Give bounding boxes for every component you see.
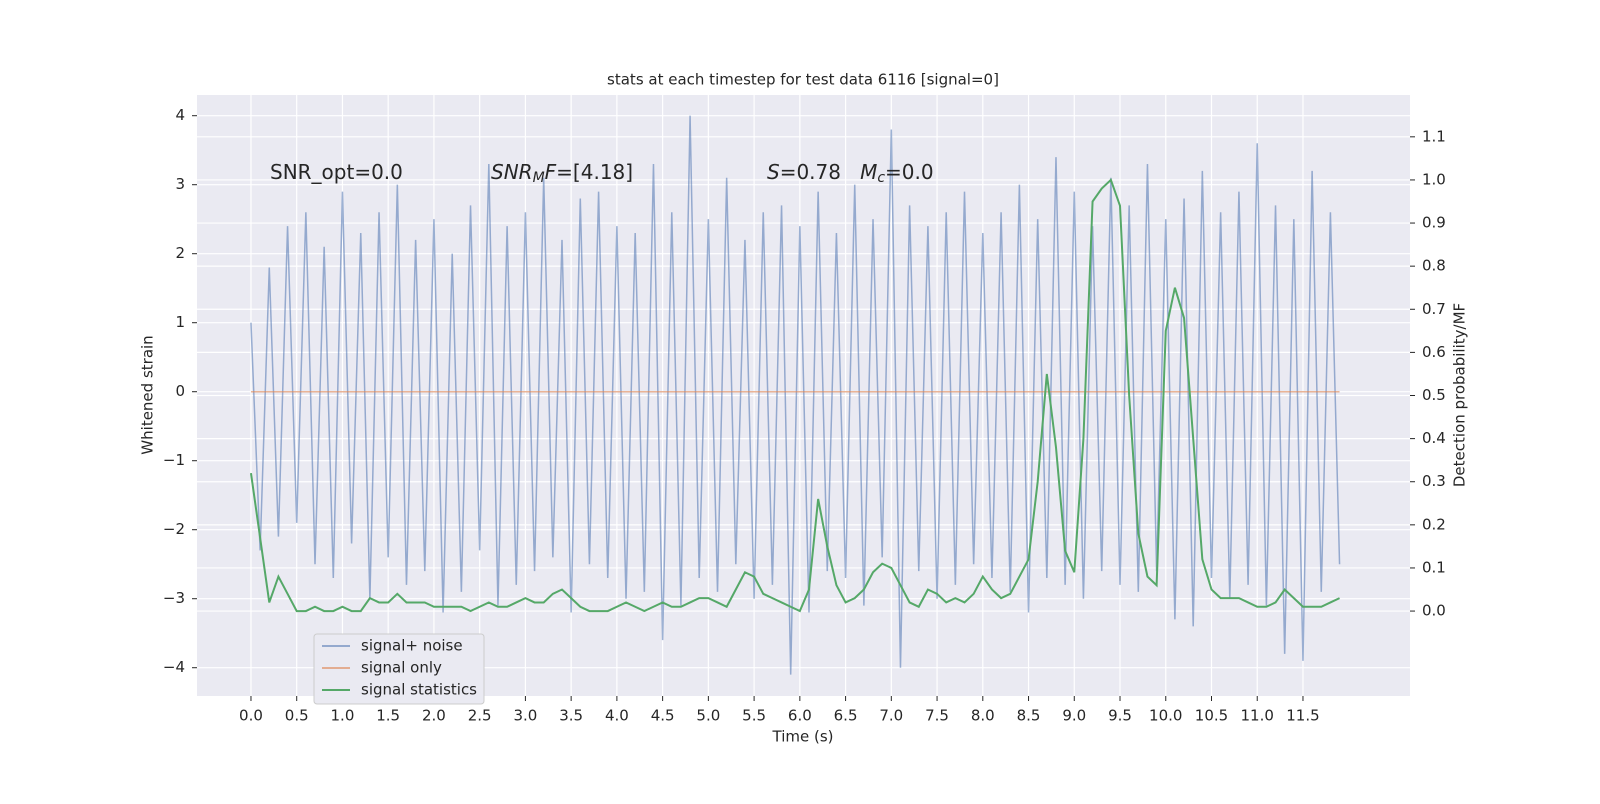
x-tick-label: 6.5: [834, 707, 858, 725]
annotation: S=0.78 Mc=0.0: [767, 160, 934, 187]
series-line: [249, 178, 1340, 613]
y2-tick-label: 0.4: [1422, 429, 1446, 447]
x-tick-label: 8.5: [1017, 707, 1041, 725]
y2-tick-label: 0.0: [1422, 602, 1446, 620]
annotation-part: M: [533, 170, 545, 186]
annotation-part: SNR_opt=0.0: [270, 160, 403, 184]
x-tick-label: 9.5: [1108, 707, 1132, 725]
x-tick-label: 10.0: [1149, 707, 1182, 725]
annotation-part: =0.78: [780, 160, 860, 184]
annotation-part: F: [545, 160, 557, 184]
y-tick-label: 2: [175, 244, 185, 262]
y2-tick-label: 1.1: [1422, 127, 1446, 145]
x-tick-label: 10.5: [1195, 707, 1228, 725]
y-tick-label: 0: [175, 382, 185, 400]
legend: signal+ noise signal only signal statistic…: [313, 633, 485, 705]
x-tick-label: 7.5: [925, 707, 949, 725]
x-tick-label: 8.0: [971, 707, 995, 725]
annotation-part: M: [860, 160, 877, 184]
legend-label: signal statistics: [361, 681, 477, 699]
x-tick-label: 5.0: [696, 707, 720, 725]
y2-axis-label: Detection probability/MF: [1451, 303, 1469, 487]
annotation-part: S: [767, 160, 780, 184]
y2-tick-label: 0.7: [1422, 300, 1446, 318]
series-line: [250, 115, 1341, 675]
x-tick-label: 4.0: [605, 707, 629, 725]
annotation-part: c: [877, 170, 885, 186]
y2-tick-label: 1.0: [1422, 170, 1446, 188]
x-tick-label: 3.5: [559, 707, 583, 725]
x-tick-label: 2.0: [422, 707, 446, 725]
annotation-part: =[4.18]: [556, 160, 633, 184]
x-tick-label: 5.5: [742, 707, 766, 725]
y-tick-label: −3: [163, 589, 185, 607]
y2-tick-label: 0.3: [1422, 472, 1446, 490]
legend-label: signal only: [361, 659, 442, 677]
y2-tick-label: 0.5: [1422, 386, 1446, 404]
x-tick-label: 1.5: [376, 707, 400, 725]
y-tick-label: 4: [175, 106, 185, 124]
x-tick-label: 0.5: [285, 707, 309, 725]
x-tick-label: 11.5: [1286, 707, 1319, 725]
x-tick-label: 1.0: [331, 707, 355, 725]
y-tick-label: −1: [163, 451, 185, 469]
x-tick-label: 3.0: [513, 707, 537, 725]
x-tick-label: 0.0: [239, 707, 263, 725]
x-axis-label: Time (s): [772, 728, 834, 746]
y2-tick-label: 0.9: [1422, 214, 1446, 232]
y-tick-label: −4: [163, 658, 185, 676]
annotation-part: SNR: [491, 160, 533, 184]
x-tick-label: 6.0: [788, 707, 812, 725]
y-tick-label: 3: [175, 175, 185, 193]
y2-tick-label: 0.6: [1422, 343, 1446, 361]
y2-tick-label: 0.2: [1422, 515, 1446, 533]
y2-tick-label: 0.1: [1422, 558, 1446, 576]
chart-title: stats at each timestep for test data 611…: [607, 71, 999, 89]
y2-tick-label: 0.8: [1422, 257, 1446, 275]
x-tick-label: 11.0: [1241, 707, 1274, 725]
y-tick-label: −2: [163, 520, 185, 538]
legend-box: [313, 633, 485, 705]
x-tick-label: 7.0: [879, 707, 903, 725]
annotation: SNR_opt=0.0: [270, 160, 403, 184]
x-tick-label: 4.5: [651, 707, 675, 725]
x-tick-label: 9.0: [1062, 707, 1086, 725]
x-tick-label: 2.5: [468, 707, 492, 725]
y-tick-label: 1: [175, 313, 185, 331]
y-axis-label: Whitened strain: [139, 335, 157, 454]
legend-label: signal+ noise: [361, 637, 463, 655]
annotation: SNRMF=[4.18]: [491, 160, 633, 187]
annotation-part: =0.0: [885, 160, 934, 184]
